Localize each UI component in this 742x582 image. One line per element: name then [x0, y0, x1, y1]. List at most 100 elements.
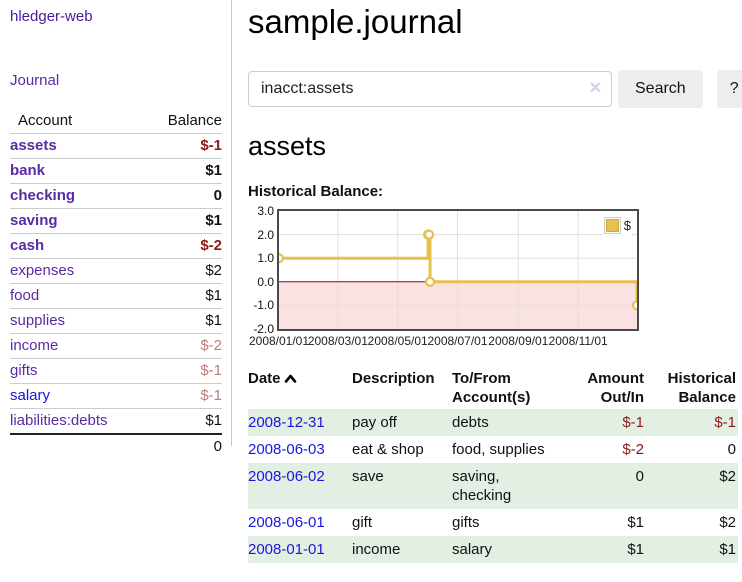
- register-row[interactable]: 2008-12-31 pay off debts $-1 $-1: [248, 409, 738, 436]
- account-row: assets $-1: [10, 133, 222, 159]
- transaction-date-link[interactable]: 2008-06-01: [248, 514, 325, 531]
- chart-title-label: Historical Balance:: [248, 183, 384, 200]
- main-content: sample.journal ✕ Search ? assets Histori…: [248, 0, 742, 563]
- transaction-accounts: saving, checking: [452, 468, 512, 504]
- register-col-balance: Historical Balance: [667, 370, 736, 406]
- account-link-bank[interactable]: bank: [10, 162, 46, 179]
- legend-swatch-border: [603, 217, 621, 234]
- account-row: salary $-1: [10, 383, 222, 409]
- account-row: saving $1: [10, 208, 222, 234]
- transaction-amount: 0: [635, 468, 644, 485]
- accounts-header-row: Account Balance: [10, 109, 222, 134]
- account-balance: $1: [150, 283, 222, 309]
- chart-legend: $: [602, 216, 632, 235]
- accounts-col-account: Account: [18, 112, 73, 129]
- transaction-description: pay off: [352, 414, 397, 431]
- register-row[interactable]: 2008-01-01 income salary $1 $1: [248, 536, 738, 563]
- register-row[interactable]: 2008-06-01 gift gifts $1 $2: [248, 509, 738, 536]
- register-header-row: Date Description To/From Account(s) Amou…: [248, 367, 738, 409]
- transaction-accounts: salary: [452, 541, 493, 558]
- accounts-total-value: 0: [150, 433, 222, 459]
- brand-link[interactable]: hledger-web: [10, 8, 93, 25]
- account-heading: assets: [248, 131, 327, 161]
- account-link-supplies[interactable]: supplies: [10, 312, 66, 329]
- account-balance: $1: [150, 208, 222, 234]
- register-col-accounts: To/From Account(s): [452, 370, 531, 406]
- account-link-liabilities-debts[interactable]: liabilities:debts: [10, 412, 108, 429]
- account-link-income[interactable]: income: [10, 337, 59, 354]
- register-col-date[interactable]: Date: [248, 367, 352, 409]
- account-balance: $1: [150, 158, 222, 184]
- account-balance: $-1: [150, 383, 222, 409]
- account-link-cash[interactable]: cash: [10, 237, 45, 254]
- y-axis-tick-label: -2.0: [253, 322, 274, 336]
- transaction-amount: $1: [627, 541, 644, 558]
- transaction-description: income: [352, 541, 401, 558]
- x-axis-tick-label: 2008/07/01: [427, 334, 488, 348]
- account-balance: $1: [150, 408, 222, 434]
- clear-search-icon[interactable]: ✕: [588, 80, 602, 97]
- y-axis-tick-label: 3.0: [257, 204, 274, 218]
- account-row: bank $1: [10, 158, 222, 184]
- x-axis-tick-label: 2008/11/01: [548, 334, 608, 348]
- account-row: expenses $2: [10, 258, 222, 284]
- register-col-amount: Amount Out/In: [587, 370, 644, 406]
- search-box: ✕: [248, 71, 612, 107]
- account-balance: $-1: [150, 133, 222, 159]
- x-axis-tick-label: 2008/03/01: [307, 334, 368, 348]
- search-input[interactable]: [248, 71, 612, 107]
- x-axis-tick-label: 2008/09/01: [488, 334, 549, 348]
- y-axis-tick-label: 1.0: [257, 251, 274, 266]
- account-balance: $-2: [150, 333, 222, 359]
- transaction-date-link[interactable]: 2008-12-31: [248, 414, 325, 431]
- account-row: liabilities:debts $1: [10, 408, 222, 434]
- account-link-salary[interactable]: salary: [10, 387, 51, 404]
- transaction-description: gift: [352, 514, 373, 531]
- transaction-balance: 0: [727, 441, 736, 458]
- register-table: Date Description To/From Account(s) Amou…: [248, 367, 738, 563]
- y-axis-tick-label: -1.0: [253, 298, 274, 313]
- transaction-balance: $-1: [714, 414, 736, 431]
- register-row[interactable]: 2008-06-03 eat & shop food, supplies $-2 0: [248, 436, 738, 463]
- accounts-total-row: 0: [10, 433, 222, 459]
- account-link-expenses[interactable]: expenses: [10, 262, 75, 279]
- y-axis-tick-label: 0.0: [257, 274, 274, 289]
- transaction-date-link[interactable]: 2008-06-02: [248, 468, 325, 485]
- transaction-amount: $-2: [622, 441, 644, 458]
- account-row: food $1: [10, 283, 222, 309]
- account-link-checking[interactable]: checking: [10, 187, 76, 204]
- transaction-balance: $2: [719, 514, 736, 531]
- transaction-description: eat & shop: [352, 441, 424, 458]
- account-balance: $1: [150, 308, 222, 334]
- accounts-col-balance: Balance: [167, 112, 222, 129]
- register-row[interactable]: 2008-06-02 save saving, checking 0 $2: [248, 463, 738, 509]
- account-row: cash $-2: [10, 233, 222, 259]
- account-balance: 0: [150, 183, 222, 209]
- transaction-balance: $2: [719, 468, 736, 485]
- y-axis-tick-label: 2.0: [257, 227, 274, 242]
- account-link-assets[interactable]: assets: [10, 137, 57, 154]
- transaction-date-link[interactable]: 2008-06-03: [248, 441, 325, 458]
- transaction-balance: $1: [719, 541, 736, 558]
- account-link-food[interactable]: food: [10, 287, 40, 304]
- account-row: checking 0: [10, 183, 222, 209]
- legend-swatch-icon: [605, 219, 619, 232]
- account-row: supplies $1: [10, 308, 222, 334]
- account-row: income $-2: [10, 333, 222, 359]
- account-link-saving[interactable]: saving: [10, 212, 58, 229]
- account-balance: $-2: [150, 233, 222, 259]
- transaction-date-link[interactable]: 2008-01-01: [248, 541, 325, 558]
- page-title: sample.journal: [248, 3, 463, 40]
- search-button[interactable]: Search: [618, 70, 703, 108]
- chart-canvas: [273, 211, 643, 329]
- register-col-description: Description: [352, 370, 435, 387]
- account-link-gifts[interactable]: gifts: [10, 362, 38, 379]
- sidebar-item-journal[interactable]: Journal: [10, 72, 60, 89]
- transaction-description: save: [352, 468, 384, 485]
- historical-balance-chart: $ 3.0 2.0 1.0 0.0 -1.0 -2.0 2008/01/01 2008/03/…: [248, 204, 738, 351]
- legend-label: $: [623, 218, 631, 233]
- accounts-table: Account Balance assets $-1 bank $1 checking 0…: [10, 109, 222, 459]
- transaction-amount: $-1: [622, 414, 644, 431]
- help-button[interactable]: ?: [716, 70, 742, 108]
- transaction-accounts: debts: [452, 414, 489, 431]
